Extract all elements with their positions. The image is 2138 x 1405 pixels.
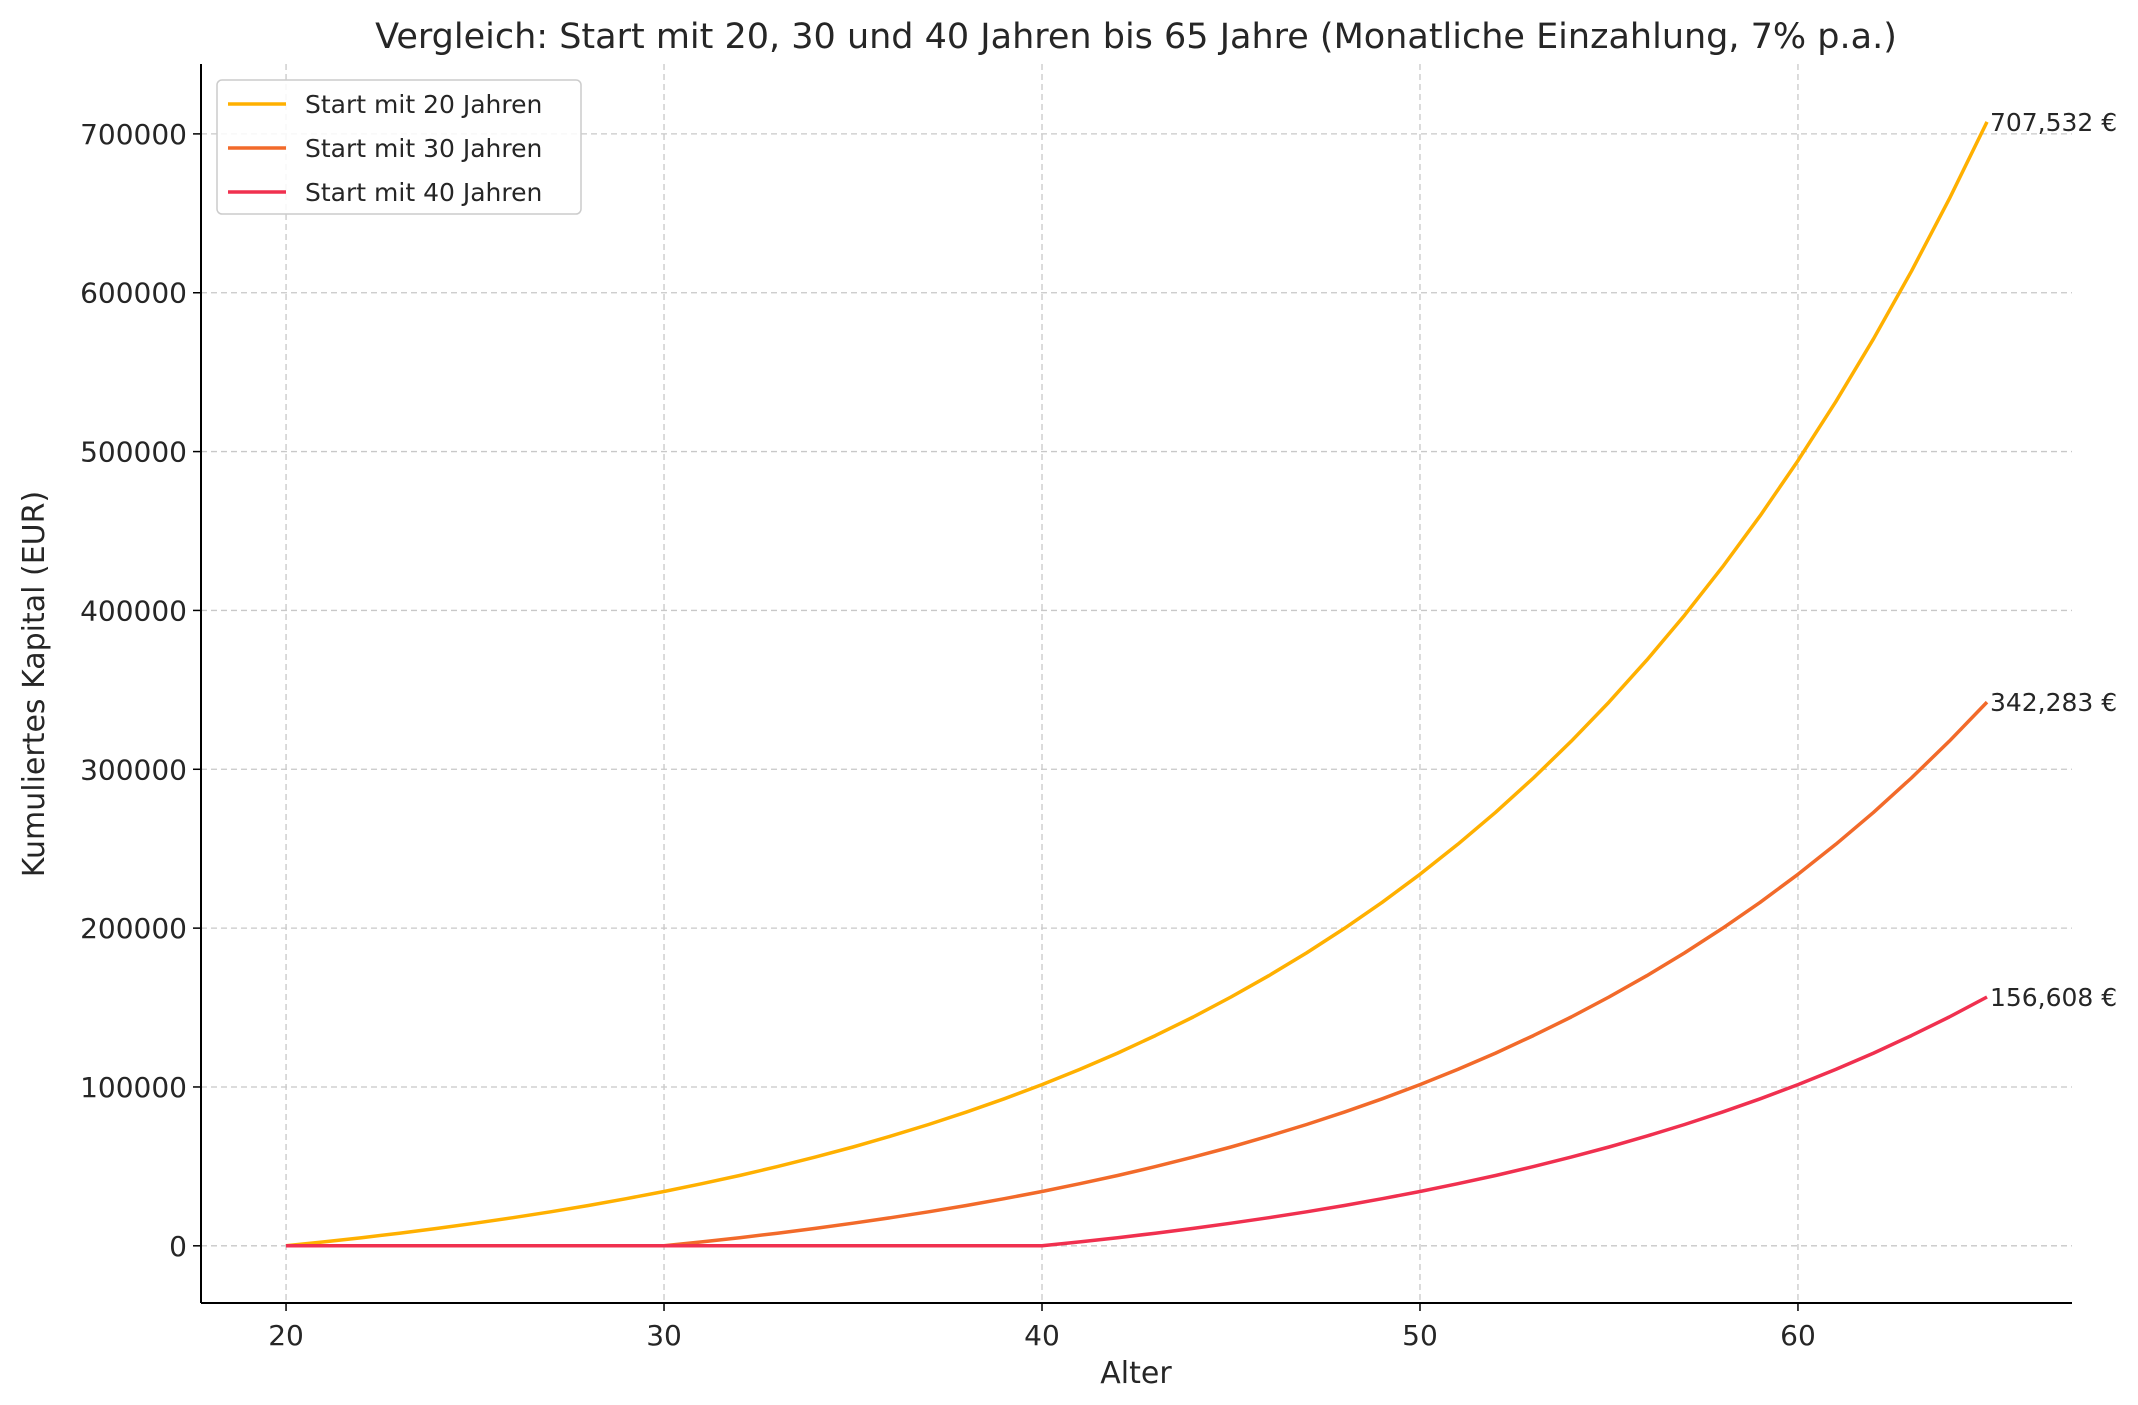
y-tick-label: 0	[169, 1230, 187, 1263]
x-tick-label: 50	[1402, 1319, 1438, 1352]
x-tick-label: 20	[268, 1319, 304, 1352]
legend-label: Start mit 20 Jahren	[305, 90, 542, 119]
end-value-label: 342,283 €	[1990, 688, 2117, 717]
y-tick-label: 400000	[80, 594, 187, 627]
x-tick-label: 60	[1780, 1319, 1816, 1352]
y-axis-label: Kumuliertes Kapital (EUR)	[17, 491, 52, 877]
legend: Start mit 20 Jahren Start mit 30 Jahren St…	[216, 79, 582, 215]
grid	[201, 64, 2072, 1303]
x-tick-label: 40	[1024, 1319, 1060, 1352]
y-tick-label: 500000	[80, 436, 187, 469]
axes	[200, 64, 2072, 1304]
series-line-1	[285, 121, 1989, 1248]
end-value-label: 156,608 €	[1990, 983, 2117, 1012]
y-tick-label: 700000	[80, 118, 187, 151]
x-tick-label: 30	[646, 1319, 682, 1352]
y-tick-label: 200000	[80, 912, 187, 945]
end-value-label: 707,532 €	[1990, 108, 2117, 137]
x-axis-label: Alter	[1100, 1356, 1172, 1391]
legend-label: Start mit 30 Jahren	[305, 134, 542, 163]
y-tick-label: 100000	[80, 1071, 187, 1104]
series-line-3	[286, 995, 1988, 1248]
y-tick-label: 600000	[80, 277, 187, 310]
chart-title: Vergleich: Start mit 20, 30 und 40 Jahre…	[375, 17, 1897, 57]
end-labels: 707,532 € 342,283 € 156,608 €	[1990, 108, 2117, 1012]
series-lines	[285, 121, 1989, 1248]
legend-box	[216, 79, 582, 215]
ticks: 20 30 40 50 60 0 100000 200000 300000 400000 50000…	[80, 118, 1816, 1352]
legend-label: Start mit 40 Jahren	[305, 178, 542, 207]
y-tick-label: 300000	[80, 753, 187, 786]
